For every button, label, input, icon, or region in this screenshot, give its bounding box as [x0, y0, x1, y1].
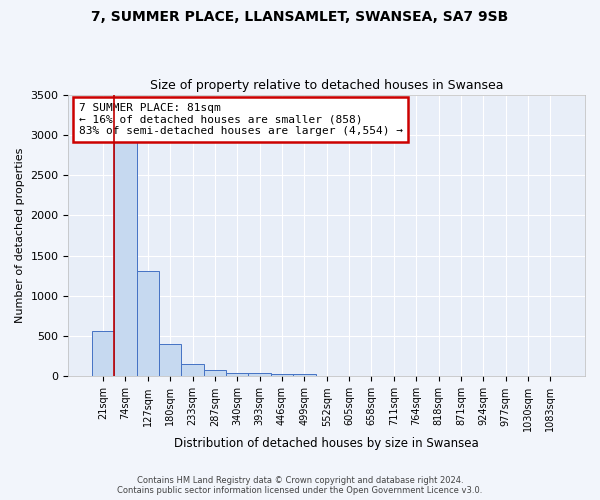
Bar [114, 140, 137, 376]
Bar [204, 370, 226, 376]
Bar [293, 374, 316, 376]
Title: Size of property relative to detached houses in Swansea: Size of property relative to detached ho… [150, 79, 503, 92]
Bar [226, 372, 248, 376]
Bar [181, 364, 204, 376]
Text: 7 SUMMER PLACE: 81sqm
← 16% of detached houses are smaller (858)
83% of semi-det: 7 SUMMER PLACE: 81sqm ← 16% of detached … [79, 103, 403, 136]
Bar [137, 271, 159, 376]
Bar [159, 344, 181, 376]
Bar [271, 374, 293, 376]
Bar [92, 330, 114, 376]
Y-axis label: Number of detached properties: Number of detached properties [15, 148, 25, 323]
X-axis label: Distribution of detached houses by size in Swansea: Distribution of detached houses by size … [175, 437, 479, 450]
Bar [248, 374, 271, 376]
Text: Contains HM Land Registry data © Crown copyright and database right 2024.
Contai: Contains HM Land Registry data © Crown c… [118, 476, 482, 495]
Text: 7, SUMMER PLACE, LLANSAMLET, SWANSEA, SA7 9SB: 7, SUMMER PLACE, LLANSAMLET, SWANSEA, SA… [91, 10, 509, 24]
